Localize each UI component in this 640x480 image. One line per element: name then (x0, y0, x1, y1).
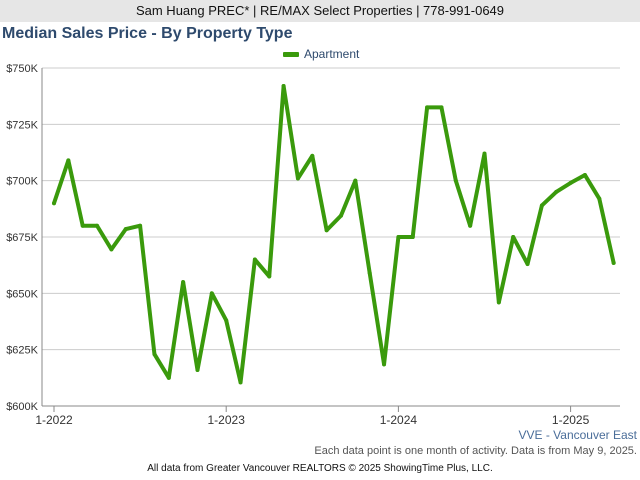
data-point[interactable] (410, 235, 415, 239)
y-tick-label: $650K (6, 288, 38, 300)
series-line-apartment (52, 84, 616, 385)
data-point[interactable] (568, 180, 573, 185)
data-point[interactable] (539, 203, 544, 208)
x-tick-label: 1-2022 (35, 413, 73, 427)
data-point[interactable] (525, 262, 530, 267)
y-tick-label: $725K (6, 119, 38, 131)
chart-legend[interactable]: Apartment (283, 46, 359, 62)
data-point[interactable] (496, 300, 501, 305)
region-label: VVE - Vancouver East (518, 428, 638, 442)
data-point[interactable] (396, 235, 401, 239)
data-point[interactable] (310, 153, 315, 158)
y-tick-label: $625K (6, 345, 38, 357)
data-point[interactable] (195, 367, 200, 372)
y-tick-label: $675K (6, 232, 38, 244)
x-tick-label: 1-2024 (380, 413, 418, 427)
data-point[interactable] (353, 178, 358, 183)
data-point[interactable] (95, 223, 100, 228)
y-tick-label: $750K (6, 63, 38, 75)
data-point[interactable] (324, 228, 329, 233)
copyright-text: All data from Greater Vancouver REALTORS… (147, 463, 493, 474)
data-point[interactable] (367, 271, 372, 276)
data-point[interactable] (439, 105, 444, 110)
data-point[interactable] (252, 257, 257, 262)
data-point[interactable] (152, 352, 157, 357)
chart-title: Median Sales Price - By Property Type (2, 25, 293, 42)
data-point[interactable] (611, 260, 616, 265)
data-point[interactable] (597, 196, 602, 201)
agent-banner: Sam Huang PREC* | RE/MAX Select Properti… (0, 0, 640, 22)
data-point[interactable] (80, 223, 85, 228)
data-point[interactable] (224, 318, 229, 323)
data-point[interactable] (425, 105, 430, 110)
legend-label-apartment: Apartment (304, 47, 360, 61)
x-tick-label: 1-2025 (552, 413, 590, 427)
data-point[interactable] (138, 223, 143, 228)
data-point[interactable] (109, 247, 114, 252)
data-point[interactable] (582, 173, 587, 178)
data-point[interactable] (166, 375, 171, 380)
legend-swatch (283, 51, 299, 57)
data-point[interactable] (267, 274, 272, 279)
data-point[interactable] (453, 178, 458, 183)
data-point[interactable] (511, 235, 516, 239)
data-point[interactable] (238, 380, 243, 385)
x-tick-label: 1-2023 (208, 413, 246, 427)
data-point[interactable] (339, 213, 343, 218)
data-point[interactable] (181, 280, 186, 285)
data-point[interactable] (209, 291, 214, 296)
data-point[interactable] (123, 227, 128, 232)
data-point[interactable] (482, 151, 487, 156)
y-tick-label: $600K (6, 401, 38, 413)
data-note: Each data point is one month of activity… (314, 445, 637, 457)
y-tick-label: $700K (6, 176, 38, 188)
data-point[interactable] (66, 158, 71, 163)
data-point[interactable] (295, 176, 300, 181)
data-point[interactable] (554, 189, 559, 194)
data-point[interactable] (382, 362, 387, 367)
data-point[interactable] (52, 201, 56, 206)
data-point[interactable] (468, 223, 473, 228)
data-point[interactable] (281, 84, 286, 89)
